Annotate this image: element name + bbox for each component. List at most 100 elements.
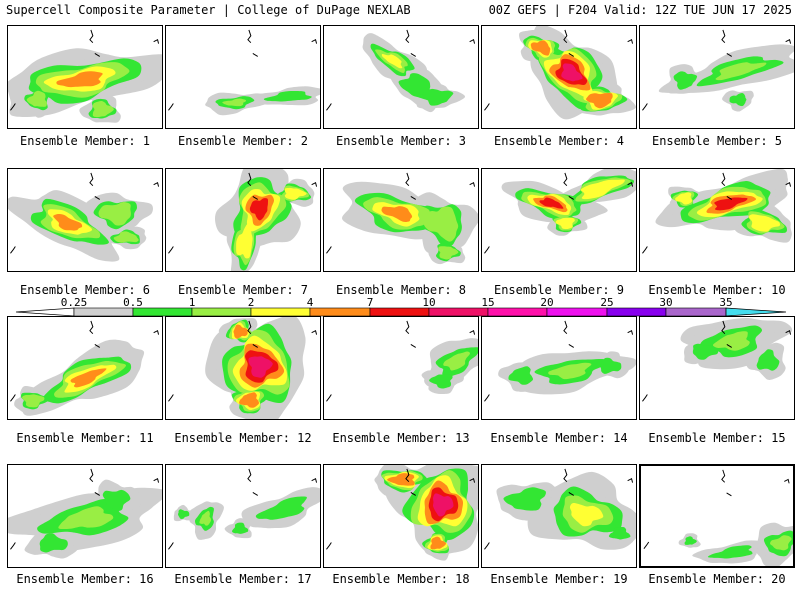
scale-tick-label: 20 xyxy=(540,296,553,309)
ensemble-member-5-map[interactable] xyxy=(639,25,795,129)
coastline xyxy=(726,492,732,497)
scale-below-min xyxy=(15,307,75,317)
coastline xyxy=(484,246,490,254)
ensemble-member-9-map[interactable] xyxy=(481,168,637,272)
coastline xyxy=(410,53,416,57)
scp-contour-2 xyxy=(569,502,604,527)
scale-swatch-15 xyxy=(487,307,548,317)
scp-field xyxy=(484,169,636,254)
scp-field xyxy=(168,169,318,271)
scp-contour-0.5 xyxy=(255,496,307,520)
ensemble-member-11-map[interactable] xyxy=(7,316,163,420)
ensemble-member-3-map[interactable] xyxy=(323,25,479,129)
scp-field xyxy=(484,320,636,402)
scp-contour-0.5 xyxy=(508,366,534,385)
coastline xyxy=(469,39,476,44)
scp-contour-4 xyxy=(381,206,413,222)
coastline xyxy=(568,492,574,496)
coastline xyxy=(627,478,634,483)
coastline xyxy=(721,469,726,483)
scp-contour-4 xyxy=(430,536,447,550)
scp-contour-4 xyxy=(530,40,551,56)
ensemble-member-20-map[interactable] xyxy=(639,464,795,568)
ensemble-member-8-map[interactable] xyxy=(323,168,479,272)
member-label: Ensemble Member: 7 xyxy=(177,283,309,297)
member-label: Ensemble Member: 14 xyxy=(490,431,628,445)
ensemble-member-4-map[interactable] xyxy=(481,25,637,129)
coastline xyxy=(721,172,726,187)
coastline xyxy=(642,246,648,254)
ensemble-member-18-map[interactable] xyxy=(323,464,479,568)
coastline xyxy=(469,330,476,335)
coastline xyxy=(785,330,792,335)
member-label: Ensemble Member: 18 xyxy=(332,572,470,586)
map-title: Supercell Composite Parameter | College … xyxy=(6,3,411,17)
ensemble-member-1-map[interactable] xyxy=(7,25,163,129)
coastline xyxy=(410,196,416,200)
coastline xyxy=(168,394,174,402)
scp-contour-4 xyxy=(56,71,103,88)
scale-swatch-30 xyxy=(665,307,727,317)
coastline xyxy=(410,492,416,496)
scp-field xyxy=(10,320,160,416)
scp-contour-1 xyxy=(92,100,114,118)
coastline xyxy=(484,103,490,111)
scp-contour-0.5 xyxy=(231,522,249,534)
scp-field xyxy=(326,172,478,265)
scp-contour-0.5 xyxy=(729,93,747,107)
scp-contour-1 xyxy=(113,231,139,243)
scp-contour-0.5 xyxy=(503,487,546,511)
coastline xyxy=(643,541,650,549)
coastline xyxy=(627,330,634,335)
coastline xyxy=(311,182,318,187)
coastline xyxy=(568,196,574,200)
scp-contour-4 xyxy=(53,213,83,231)
coastline xyxy=(252,344,258,348)
coastline xyxy=(247,468,252,483)
ensemble-member-17-map[interactable] xyxy=(165,464,321,568)
coastline xyxy=(469,182,476,187)
scp-contour-0.5 xyxy=(608,526,631,540)
ensemble-member-13-map[interactable] xyxy=(323,316,479,420)
scale-swatch-35 xyxy=(725,307,787,317)
scale-tick-label: 4 xyxy=(307,296,314,309)
ensemble-member-7-map[interactable] xyxy=(165,168,321,272)
coastline xyxy=(247,320,252,335)
ensemble-member-16-map[interactable] xyxy=(7,464,163,568)
coastline xyxy=(311,478,318,483)
ensemble-member-19-map[interactable] xyxy=(481,464,637,568)
scp-field xyxy=(168,29,320,116)
color-scale-bar: 0.25 0.5 1 2 4 7 10 15 20 25 30 35 xyxy=(15,296,787,317)
member-label: Ensemble Member: 5 xyxy=(651,134,783,148)
coastline xyxy=(247,29,252,44)
scale-tick-label: 1 xyxy=(189,296,196,309)
ensemble-member-2-map[interactable] xyxy=(165,25,321,129)
coastline xyxy=(563,172,568,187)
scp-contour-2 xyxy=(381,54,403,69)
valid-time: 00Z GEFS | F204 Valid: 12Z TUE JUN 17 20… xyxy=(488,3,792,17)
scp-contour-0.5 xyxy=(422,88,454,106)
scp-contour-1 xyxy=(712,331,750,351)
scp-contour-0.5 xyxy=(692,343,719,360)
coastline xyxy=(563,468,568,483)
ensemble-member-15-map[interactable] xyxy=(639,316,795,420)
scp-field xyxy=(643,469,793,566)
ensemble-member-14-map[interactable] xyxy=(481,316,637,420)
scale-tick-label: 25 xyxy=(600,296,613,309)
scp-contour-10 xyxy=(561,63,583,82)
scp-field xyxy=(326,465,478,561)
scp-contour-1 xyxy=(222,98,247,107)
ensemble-member-12-map[interactable] xyxy=(165,316,321,420)
coastline xyxy=(10,246,16,254)
ensemble-member-6-map[interactable] xyxy=(7,168,163,272)
coastline xyxy=(94,492,100,496)
scale-swatch-1 xyxy=(191,307,252,317)
scale-tick-label: 0.25 xyxy=(61,296,88,309)
member-label: Ensemble Member: 2 xyxy=(177,134,309,148)
coastline xyxy=(721,320,726,335)
scp-contour-0.5 xyxy=(684,536,697,545)
scp-contour-1 xyxy=(715,62,767,81)
coastline xyxy=(326,246,332,254)
coastline xyxy=(252,53,258,57)
ensemble-member-10-map[interactable] xyxy=(639,168,795,272)
